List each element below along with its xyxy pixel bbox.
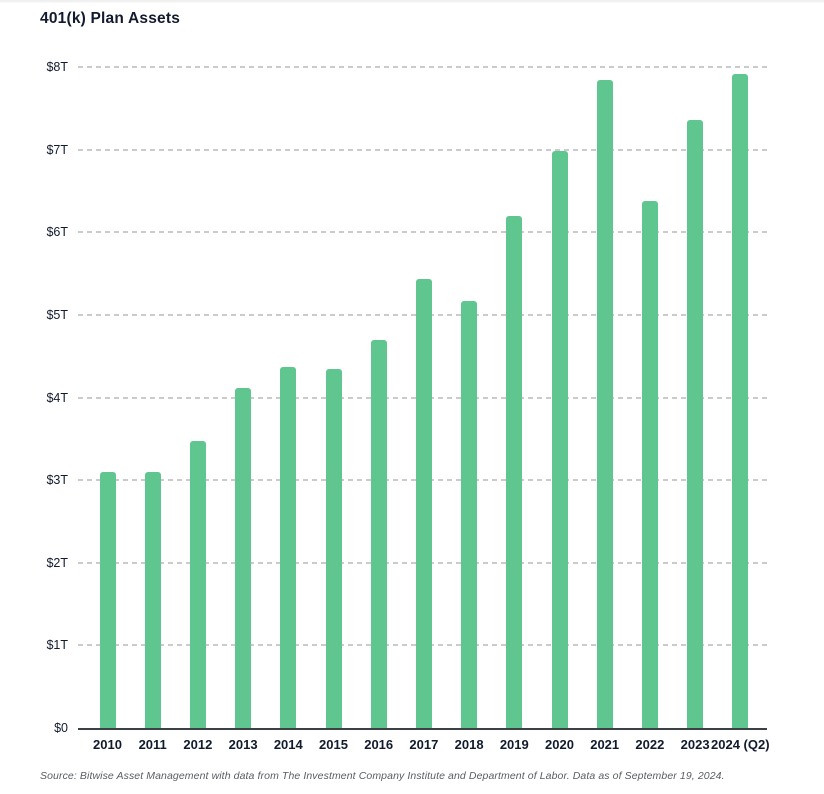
x-axis-label-2020: 2020 <box>545 737 574 752</box>
x-axis-label-2022: 2022 <box>635 737 665 752</box>
gridline-$6T <box>78 231 767 234</box>
x-axis-label-2018: 2018 <box>454 737 484 752</box>
bar-2010 <box>99 471 116 728</box>
x-axis-label-2011: 2011 <box>138 737 167 752</box>
bar-2017 <box>415 278 432 728</box>
bar-2020 <box>551 151 568 728</box>
x-axis-label-2013: 2013 <box>228 737 258 752</box>
y-axis-label-$1T: $1T <box>46 638 68 653</box>
bar-2011 <box>144 471 161 728</box>
y-axis-label-$6T: $6T <box>46 225 68 240</box>
y-axis-label-$4T: $4T <box>46 390 68 405</box>
bar-2015 <box>325 369 342 728</box>
x-axis-label-2017: 2017 <box>409 737 439 752</box>
y-axis-label-$2T: $2T <box>46 555 68 570</box>
bar-2019 <box>506 215 523 728</box>
bar-2021 <box>596 80 613 728</box>
x-axis-label-2024 (Q2): 2024 (Q2) <box>711 737 770 752</box>
bar-2022 <box>641 200 658 728</box>
bar-2023 <box>687 119 704 728</box>
bar-2012 <box>189 441 206 728</box>
x-axis-label-2023: 2023 <box>680 737 710 752</box>
y-axis-label-$0: $0 <box>54 721 68 735</box>
x-axis-label-2014: 2014 <box>273 737 303 752</box>
x-axis-label-2012: 2012 <box>183 737 213 752</box>
y-axis-label-$8T: $8T <box>46 60 68 74</box>
top-edge-strip <box>0 0 824 3</box>
x-axis-label-2010: 2010 <box>93 737 122 752</box>
plot-area <box>78 66 767 730</box>
bar-2014 <box>280 366 297 728</box>
y-axis-label-$5T: $5T <box>46 307 68 322</box>
x-axis-label-2021: 2021 <box>590 737 620 752</box>
bar-2016 <box>370 339 387 728</box>
y-axis-label-$7T: $7T <box>46 142 68 157</box>
gridline-$8T <box>78 66 767 68</box>
bar-2024 (Q2) <box>732 73 749 728</box>
source-note: Source: Bitwise Asset Management with da… <box>40 770 725 782</box>
x-axis-label-2016: 2016 <box>364 737 394 752</box>
x-axis-label-2015: 2015 <box>319 737 348 752</box>
y-axis-label-$3T: $3T <box>46 473 68 488</box>
gridline-$7T <box>78 148 767 151</box>
bar-2018 <box>461 300 478 728</box>
chart-title: 401(k) Plan Assets <box>40 10 181 27</box>
bar-2013 <box>235 388 252 728</box>
x-axis-label-2019: 2019 <box>499 737 529 752</box>
